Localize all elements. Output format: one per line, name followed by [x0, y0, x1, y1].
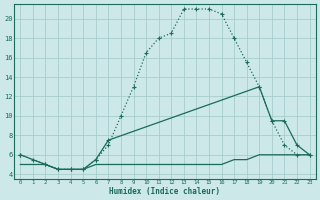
- X-axis label: Humidex (Indice chaleur): Humidex (Indice chaleur): [109, 187, 220, 196]
